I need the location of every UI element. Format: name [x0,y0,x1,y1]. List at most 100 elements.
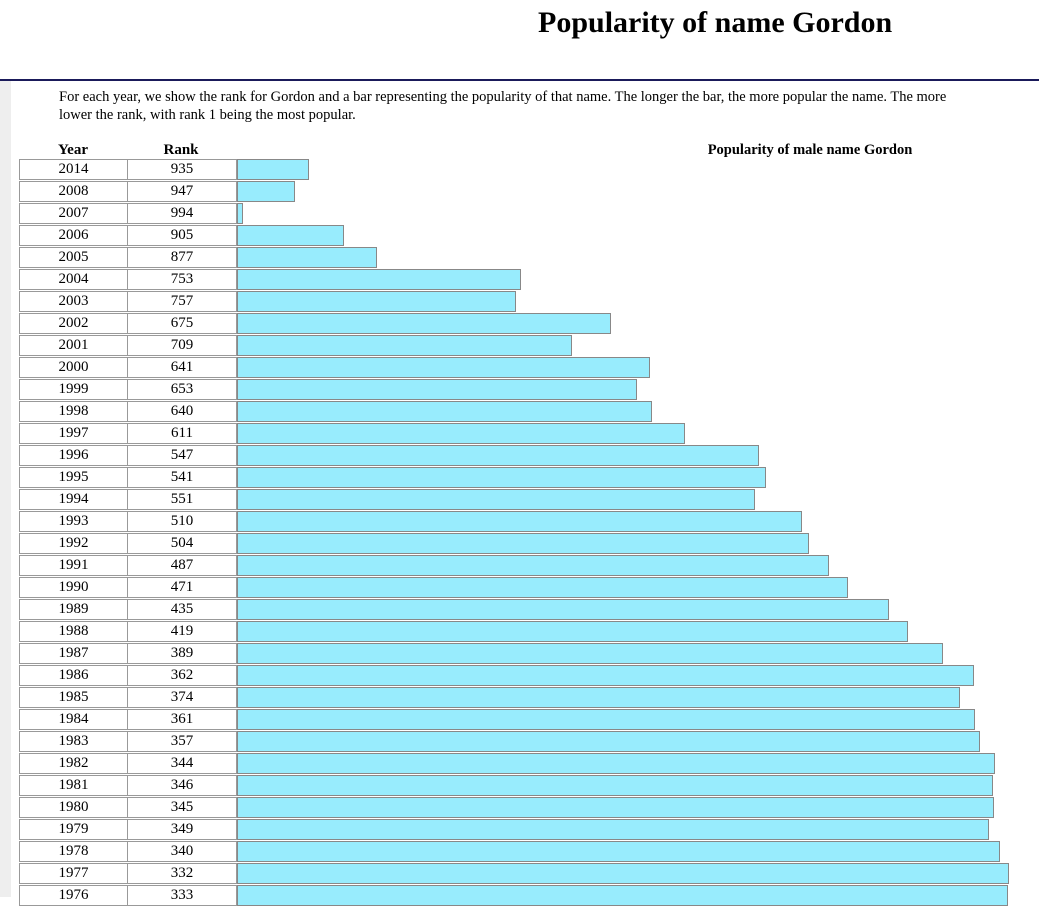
popularity-bar [237,357,650,378]
intro-text: For each year, we show the rank for Gord… [59,88,1039,124]
rank-cell: 340 [127,841,237,862]
popularity-bar [237,687,960,708]
year-cell: 1995 [19,467,128,488]
popularity-bar [237,423,685,444]
year-cell: 1990 [19,577,128,598]
rank-column-header: Rank [163,142,199,158]
year-cell: 2008 [19,181,128,202]
popularity-bar [237,621,908,642]
table-row: 1977 332 [19,863,1039,885]
table-row: 2004 753 [19,269,1039,291]
table-row: 1980 345 [19,797,1039,819]
year-cell: 2014 [19,159,128,180]
popularity-bar [237,599,889,620]
popularity-bar [237,489,755,510]
year-cell: 2005 [19,247,128,268]
table-row: 1988 419 [19,621,1039,643]
year-cell: 1981 [19,775,128,796]
rank-cell: 753 [127,269,237,290]
year-cell: 1994 [19,489,128,510]
intro-line-1: For each year, we show the rank for Gord… [59,89,947,105]
year-cell: 1988 [19,621,128,642]
table-row: 2006 905 [19,225,1039,247]
rank-cell: 675 [127,313,237,334]
popularity-bar [237,269,521,290]
year-cell: 2006 [19,225,128,246]
table-row: 2007 994 [19,203,1039,225]
table-row: 1976 333 [19,885,1039,907]
popularity-bar [237,819,989,840]
table-row: 1985 374 [19,687,1039,709]
table-row: 1982 344 [19,753,1039,775]
year-cell: 2001 [19,335,128,356]
rank-cell: 935 [127,159,237,180]
rank-cell: 547 [127,445,237,466]
popularity-bar [237,379,637,400]
rank-cell: 471 [127,577,237,598]
year-cell: 1984 [19,709,128,730]
rank-cell: 435 [127,599,237,620]
left-margin-strip [0,81,11,897]
year-cell: 1982 [19,753,128,774]
rank-table: 2014 935 2008 947 2007 994 2006 905 2005 877 2004 7… [19,159,1039,907]
popularity-bar [237,225,344,246]
page-title: Popularity of name Gordon [538,6,893,39]
popularity-bar [237,643,943,664]
table-row: 1997 611 [19,423,1039,445]
popularity-bar [237,709,975,730]
year-cell: 1993 [19,511,128,532]
rank-cell: 653 [127,379,237,400]
table-row: 1979 349 [19,819,1039,841]
table-row: 2003 757 [19,291,1039,313]
intro-line-2: lower the rank, with rank 1 being the mo… [59,107,356,123]
year-cell: 1985 [19,687,128,708]
popularity-bar [237,159,309,180]
year-cell: 1991 [19,555,128,576]
rank-cell: 905 [127,225,237,246]
year-cell: 2000 [19,357,128,378]
popularity-bar [237,203,243,224]
rank-cell: 504 [127,533,237,554]
rank-cell: 374 [127,687,237,708]
popularity-bar [237,181,295,202]
rank-cell: 709 [127,335,237,356]
table-row: 1983 357 [19,731,1039,753]
popularity-bar [237,731,980,752]
rank-cell: 510 [127,511,237,532]
table-row: 1995 541 [19,467,1039,489]
rank-cell: 346 [127,775,237,796]
table-row: 1984 361 [19,709,1039,731]
popularity-bar [237,533,809,554]
year-cell: 1998 [19,401,128,422]
rank-cell: 333 [127,885,237,906]
table-row: 2005 877 [19,247,1039,269]
popularity-bar [237,291,516,312]
popularity-bar [237,555,829,576]
rank-cell: 332 [127,863,237,884]
table-row: 1990 471 [19,577,1039,599]
rank-cell: 345 [127,797,237,818]
table-row: 1987 389 [19,643,1039,665]
table-row: 2000 641 [19,357,1039,379]
popularity-bar [237,775,993,796]
year-cell: 1978 [19,841,128,862]
table-row: 1981 346 [19,775,1039,797]
year-cell: 1979 [19,819,128,840]
year-cell: 1980 [19,797,128,818]
table-row: 1993 510 [19,511,1039,533]
table-row: 2002 675 [19,313,1039,335]
rank-cell: 357 [127,731,237,752]
year-cell: 1992 [19,533,128,554]
year-cell: 2002 [19,313,128,334]
year-cell: 1997 [19,423,128,444]
popularity-bar [237,863,1009,884]
popularity-bar [237,753,995,774]
rank-cell: 640 [127,401,237,422]
popularity-bar [237,797,994,818]
popularity-bar [237,401,652,422]
popularity-bar [237,467,766,488]
title-divider [0,79,1039,81]
popularity-bar [237,247,377,268]
rank-cell: 551 [127,489,237,510]
table-row: 2008 947 [19,181,1039,203]
